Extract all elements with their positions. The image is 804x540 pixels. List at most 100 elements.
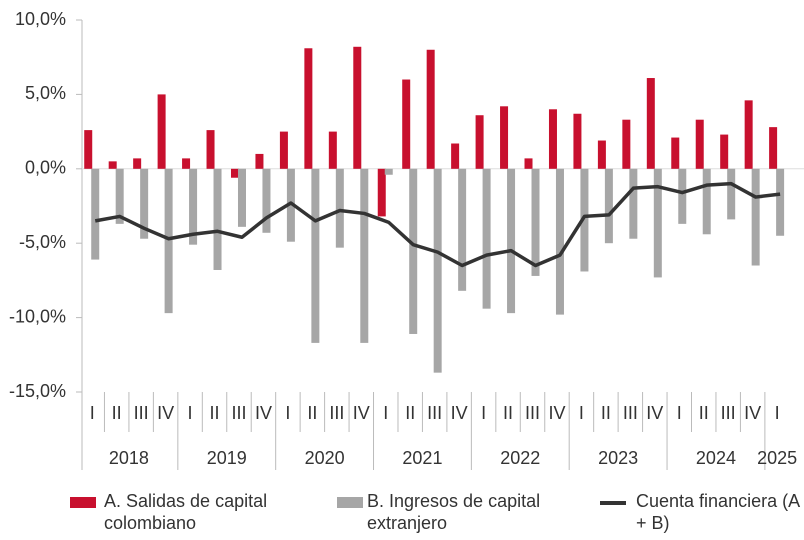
bar [702, 168, 711, 235]
x-tick-label: IV [548, 403, 565, 423]
x-tick-label: I [383, 403, 388, 423]
x-tick-label: I [579, 403, 584, 423]
legend-label: B. Ingresos de capital extranjero [367, 491, 541, 533]
year-label: 2022 [500, 448, 540, 468]
bar [769, 127, 778, 169]
bar [384, 168, 393, 175]
y-tick-label: -5,0% [19, 232, 66, 252]
legend-label: A. Salidas de capital colombiano [104, 491, 268, 533]
bar [433, 168, 442, 373]
x-tick-label: II [112, 403, 122, 423]
bar [91, 168, 100, 260]
x-tick-label: IV [255, 403, 272, 423]
bar [604, 168, 613, 244]
year-label: 2021 [402, 448, 442, 468]
x-tick-label: III [427, 403, 442, 423]
bar [353, 46, 362, 169]
x-tick-label: III [721, 403, 736, 423]
bar [230, 168, 239, 178]
bar [475, 115, 484, 169]
x-tick-label: IV [744, 403, 761, 423]
bar [500, 106, 509, 169]
bar [108, 161, 117, 169]
bar [695, 119, 704, 169]
legend-label: Cuenta financiera (A + B) [636, 491, 800, 533]
y-tick-label: -15,0% [9, 381, 66, 401]
bar [482, 168, 491, 309]
x-tick-label: I [188, 403, 193, 423]
bar [580, 168, 589, 272]
y-tick-label: 5,0% [25, 83, 66, 103]
bar [311, 168, 320, 343]
bar [304, 48, 313, 169]
bar [629, 168, 638, 239]
bar [237, 168, 246, 227]
legend-swatch [70, 497, 96, 508]
bar [286, 168, 295, 242]
bar [507, 168, 516, 314]
year-label: 2019 [207, 448, 247, 468]
bar [182, 158, 191, 169]
bar [335, 168, 344, 248]
x-tick-label: II [503, 403, 513, 423]
x-tick-label: III [231, 403, 246, 423]
bar [744, 100, 753, 169]
x-tick-label: II [699, 403, 709, 423]
bar [115, 168, 124, 224]
bar [597, 140, 606, 169]
x-tick-label: I [677, 403, 682, 423]
x-tick-label: III [623, 403, 638, 423]
bar [213, 168, 222, 270]
x-tick-label: II [210, 403, 220, 423]
y-tick-label: 0,0% [25, 158, 66, 178]
bar [360, 168, 369, 343]
bar [206, 130, 215, 169]
chart: -15,0%-10,0%-5,0%0,0%5,0%10,0%I II III IV I I… [9, 9, 804, 470]
bar [426, 49, 435, 169]
x-tick-label: II [307, 403, 317, 423]
y-tick-label: -10,0% [9, 306, 66, 326]
bar [622, 119, 631, 169]
bar [164, 168, 173, 314]
year-label: 2024 [696, 448, 736, 468]
year-label: 2023 [598, 448, 638, 468]
bar [653, 168, 662, 278]
bar [377, 168, 386, 217]
bar [720, 134, 729, 169]
bar [548, 109, 557, 169]
x-tick-label: II [601, 403, 611, 423]
bar [279, 131, 288, 169]
year-label: 2018 [109, 448, 149, 468]
bar [671, 137, 680, 169]
bar [409, 168, 418, 334]
bar [451, 143, 460, 169]
bar [531, 168, 540, 276]
x-tick-label: I [481, 403, 486, 423]
bar [524, 158, 533, 169]
bar [255, 153, 264, 169]
bar [646, 78, 655, 169]
bar [573, 113, 582, 169]
x-tick-label: IV [451, 403, 468, 423]
legend-swatch [337, 497, 363, 508]
x-tick-label: I [285, 403, 290, 423]
bar [458, 168, 467, 291]
year-label: 2020 [305, 448, 345, 468]
x-tick-label: IV [157, 403, 174, 423]
bar [140, 168, 149, 239]
line [94, 181, 781, 268]
x-tick-label: III [525, 403, 540, 423]
bar [328, 131, 337, 169]
x-tick-label: III [329, 403, 344, 423]
bar [157, 94, 166, 169]
bar [776, 168, 785, 236]
legend-swatch [600, 501, 626, 505]
bar [262, 168, 271, 233]
bar [133, 158, 142, 169]
bar [751, 168, 760, 266]
x-tick-label: III [134, 403, 149, 423]
year-label: 2025 [757, 448, 797, 468]
bar [189, 168, 198, 245]
x-tick-label: II [405, 403, 415, 423]
